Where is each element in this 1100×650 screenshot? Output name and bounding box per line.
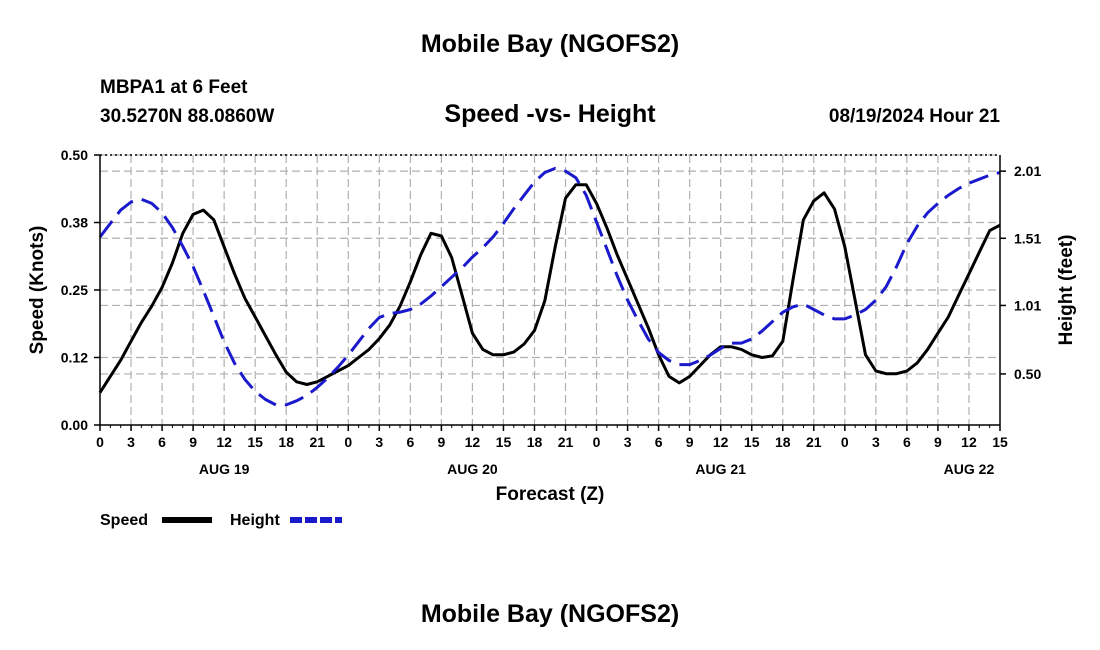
forecast-time: 08/19/2024 Hour 21	[828, 106, 1000, 127]
station-name: MBPA1 at 6 Feet	[100, 77, 248, 98]
y-tick-label: 0.12	[61, 350, 88, 366]
x-tick-label: 9	[686, 434, 694, 450]
y2-tick-label: 2.01	[1014, 163, 1041, 179]
x-tick-label: 18	[527, 434, 543, 450]
x-tick-label: 3	[375, 434, 383, 450]
x-tick-label: 12	[216, 434, 232, 450]
x-tick-label: 12	[465, 434, 481, 450]
date-label: AUG 21	[695, 461, 746, 477]
x-tick-label: 15	[744, 434, 760, 450]
speed-series-line	[98, 183, 1001, 394]
x-tick-label: 9	[934, 434, 942, 450]
chart-title: Speed -vs- Height	[444, 100, 656, 128]
axes-layer	[94, 154, 1006, 431]
x-tick-label: 18	[278, 434, 294, 450]
date-label: AUG 22	[944, 461, 995, 477]
labels-layer: 0 3 6 9 12 15 18 21 0 3 6 9 12 15 18 21 0 3 6 9 12 15 18 21 0 3 6 9…	[27, 147, 1077, 505]
series-layer	[98, 166, 1001, 407]
y2-tick-label: 1.51	[1014, 230, 1041, 246]
x-tick-label: 21	[558, 434, 574, 450]
y2-axis-title: Height (feet)	[1056, 235, 1077, 346]
height-series-line	[98, 166, 1001, 407]
y-axis-title: Speed (Knots)	[27, 226, 48, 355]
x-tick-label: 6	[406, 434, 414, 450]
x-tick-label: 12	[961, 434, 977, 450]
height-legend-label: Height	[230, 512, 280, 529]
x-tick-label: 3	[127, 434, 135, 450]
legend: Speed Height	[100, 512, 342, 529]
y-tick-label: 0.25	[61, 282, 88, 298]
x-tick-label: 3	[624, 434, 632, 450]
x-tick-label: 21	[806, 434, 822, 450]
x-tick-label: 18	[775, 434, 791, 450]
x-axis-title: Forecast (Z)	[496, 484, 605, 505]
date-label: AUG 20	[447, 461, 498, 477]
x-tick-label: 12	[713, 434, 729, 450]
x-tick-label: 6	[655, 434, 663, 450]
x-tick-label: 0	[344, 434, 352, 450]
x-tick-label: 0	[841, 434, 849, 450]
x-tick-label: 0	[593, 434, 601, 450]
second-chart-title: Mobile Bay (NGOFS2)	[420, 600, 680, 628]
page-title: Mobile Bay (NGOFS2)	[420, 30, 680, 58]
x-tick-label: 3	[872, 434, 880, 450]
y2-tick-label: 1.01	[1014, 297, 1041, 313]
y-tick-label: 0.00	[61, 417, 88, 433]
x-tick-label: 15	[992, 434, 1008, 450]
speed-legend-label: Speed	[100, 512, 148, 529]
grid-layer	[100, 154, 1000, 425]
x-tick-label: 6	[158, 434, 166, 450]
x-tick-label: 9	[189, 434, 197, 450]
x-tick-label: 9	[437, 434, 445, 450]
y2-tick-label: 0.50	[1014, 366, 1041, 382]
y-tick-label: 0.50	[61, 147, 88, 163]
x-tick-label: 6	[903, 434, 911, 450]
x-tick-label: 15	[247, 434, 263, 450]
y-tick-label: 0.38	[61, 215, 88, 231]
station-coordinates: 30.5270N 88.0860W	[100, 106, 275, 127]
x-tick-label: 15	[496, 434, 512, 450]
x-tick-label: 0	[96, 434, 104, 450]
date-label: AUG 19	[199, 461, 250, 477]
x-tick-label: 21	[309, 434, 325, 450]
